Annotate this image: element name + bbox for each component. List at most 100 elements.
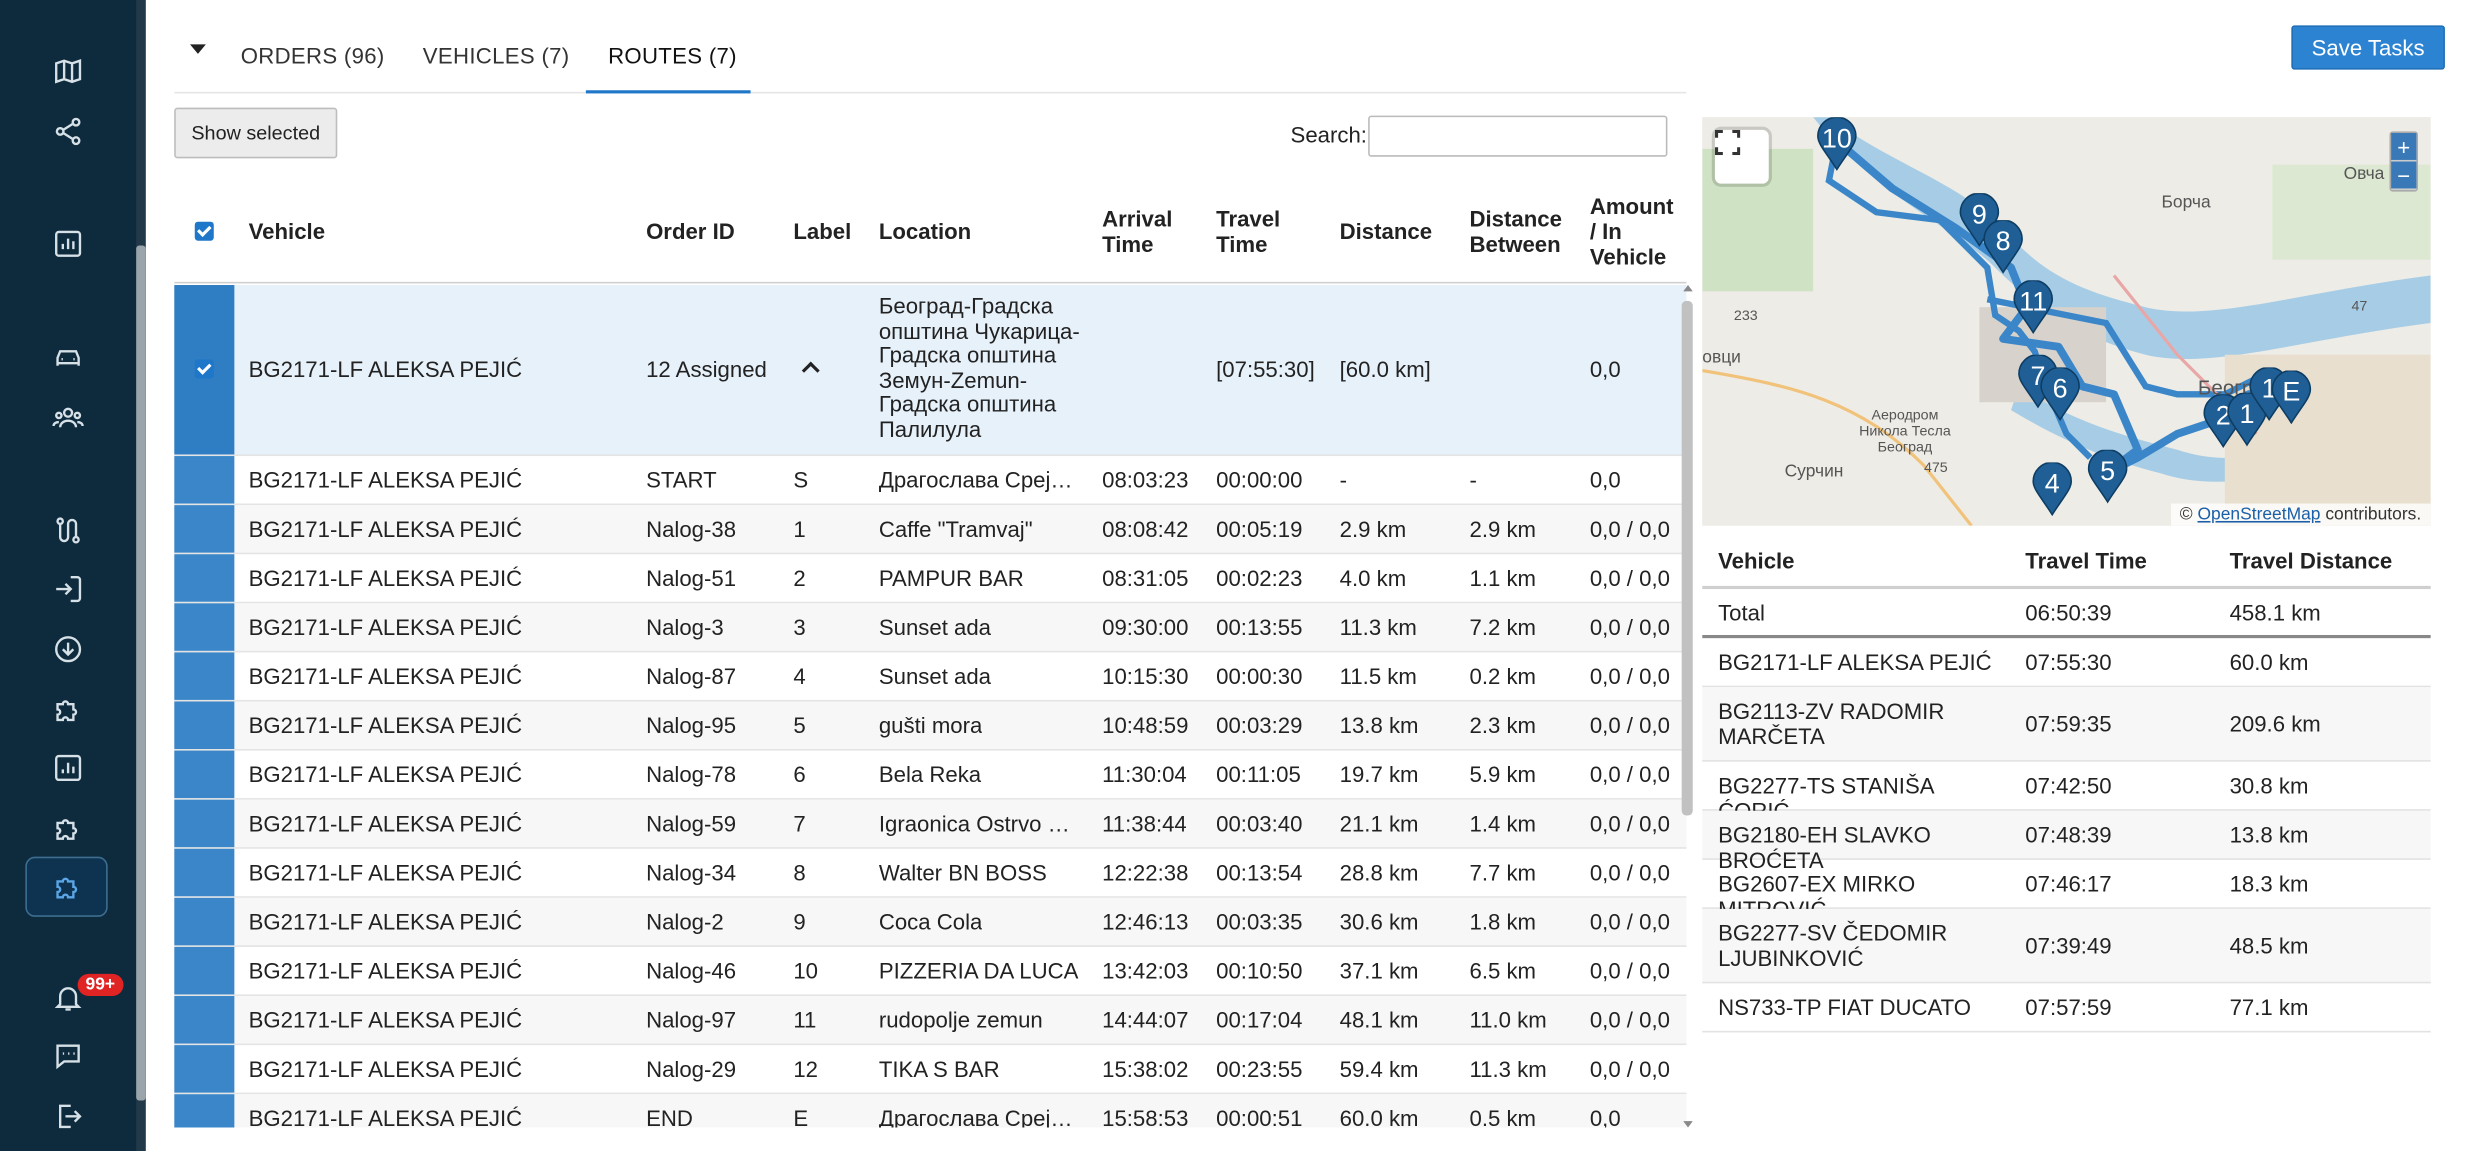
- row-select-cell[interactable]: [174, 996, 235, 1044]
- caret-down-icon[interactable]: [190, 44, 206, 54]
- map-marker[interactable]: 6: [2040, 367, 2081, 422]
- row-select-cell[interactable]: [174, 946, 235, 995]
- row-select-cell[interactable]: [174, 456, 235, 504]
- row-select-cell[interactable]: [174, 554, 235, 602]
- row-select-cell[interactable]: [174, 848, 235, 897]
- summary-row[interactable]: BG2180-EH SLAVKO BROĆETA 07:48:39 13.8 km: [1702, 810, 2431, 873]
- fullscreen-button[interactable]: [1714, 129, 1769, 184]
- search-input[interactable]: [1368, 115, 1668, 157]
- map-marker[interactable]: 8: [1983, 220, 2024, 274]
- row-select-cell[interactable]: [174, 799, 235, 848]
- table-scrollbar[interactable]: [1681, 285, 1695, 1128]
- summary-row[interactable]: BG2171-LF ALEKSA PEJIĆ 07:55:30 60.0 km: [1702, 638, 2431, 688]
- table-row[interactable]: BG2171-LF ALEKSA PEJIĆ Nalog-87 4 Sunset ad…: [174, 652, 1687, 702]
- map-marker[interactable]: 1: [2226, 392, 2267, 447]
- route-map[interactable]: Овча Борча Београд Аеродром Никола Тесла…: [1702, 117, 2431, 526]
- summary-col-vehicle[interactable]: Vehicle: [1718, 547, 1795, 574]
- sidebar-active-item[interactable]: [25, 856, 108, 917]
- logout-icon[interactable]: [51, 1099, 86, 1134]
- map-marker[interactable]: 11: [2013, 280, 2054, 335]
- map-marker[interactable]: 4: [2032, 462, 2073, 517]
- zoom-out-button[interactable]: −: [2391, 161, 2417, 191]
- table-row[interactable]: BG2171-LF ALEKSA PEJIĆ Nalog-78 6 Bela Reka…: [174, 750, 1687, 800]
- download-icon[interactable]: [51, 632, 86, 667]
- summary-vehicle: BG2171-LF ALEKSA PEJIĆ: [1718, 649, 1992, 675]
- table-row[interactable]: BG2171-LF ALEKSA PEJIĆ Nalog-51 2 PAMPUR BA…: [174, 554, 1687, 604]
- col-order-id[interactable]: Order ID: [646, 218, 735, 244]
- map-icon[interactable]: [51, 54, 86, 89]
- table-row[interactable]: BG2171-LF ALEKSA PEJIĆ Nalog-46 10 PIZZERIA…: [174, 946, 1687, 997]
- import-icon[interactable]: [51, 572, 86, 607]
- row-vehicle: BG2171-LF ALEKSA PEJIĆ: [248, 663, 523, 689]
- report-icon[interactable]: [51, 751, 86, 786]
- extension-icon[interactable]: [51, 811, 86, 846]
- car-icon[interactable]: [51, 340, 86, 375]
- chat-icon[interactable]: [51, 1039, 86, 1074]
- row-select-cell[interactable]: [174, 1094, 235, 1128]
- summary-col-travel-distance[interactable]: Travel Distance: [2229, 547, 2393, 574]
- table-row[interactable]: BG2171-LF ALEKSA PEJIĆ END E Драгослава Сре…: [174, 1094, 1687, 1128]
- summary-col-travel-time[interactable]: Travel Time: [2025, 547, 2147, 574]
- table-row[interactable]: BG2171-LF ALEKSA PEJIĆ START S Драгослава С…: [174, 456, 1687, 506]
- table-row[interactable]: BG2171-LF ALEKSA PEJIĆ Nalog-29 12 TIKA S B…: [174, 1045, 1687, 1095]
- row-select-cell[interactable]: [174, 505, 235, 553]
- row-order-id: END: [646, 1105, 693, 1128]
- col-distance-between[interactable]: Distance Between: [1469, 205, 1562, 257]
- table-scroll-thumb[interactable]: [1681, 300, 1693, 816]
- map-marker[interactable]: 5: [2087, 449, 2128, 504]
- map-marker[interactable]: 10: [1816, 117, 1857, 171]
- row-label: 7: [793, 810, 806, 837]
- col-arrival-time[interactable]: Arrival Time: [1102, 205, 1173, 257]
- row-vehicle: BG2171-LF ALEKSA PEJIĆ: [248, 761, 523, 787]
- show-selected-button[interactable]: Show selected: [174, 107, 338, 159]
- save-tasks-button[interactable]: Save Tasks: [2291, 25, 2445, 70]
- tab-routes[interactable]: ROUTES (7): [608, 42, 737, 69]
- row-vehicle: BG2171-LF ALEKSA PEJIĆ: [248, 614, 523, 640]
- col-travel-time[interactable]: Travel Time: [1216, 205, 1281, 257]
- row-order-id: Nalog-46: [646, 958, 737, 984]
- route-icon[interactable]: [51, 513, 86, 548]
- scroll-down-icon[interactable]: [1683, 1121, 1693, 1128]
- map-marker[interactable]: E: [2271, 370, 2312, 425]
- summary-row[interactable]: NS733-TP FIAT DUCATO 07:57:59 77.1 km: [1702, 983, 2431, 1033]
- summary-row[interactable]: BG2277-SV ČEDOMIR LJUBINKOVIĆ 07:39:49 48.…: [1702, 908, 2431, 984]
- collapse-chevron-icon[interactable]: [801, 361, 820, 380]
- tab-vehicles[interactable]: VEHICLES (7): [422, 42, 570, 69]
- puzzle-icon[interactable]: [51, 692, 86, 727]
- group-checkbox[interactable]: [194, 359, 214, 379]
- table-row[interactable]: BG2171-LF ALEKSA PEJIĆ Nalog-59 7 Igraonica…: [174, 799, 1687, 849]
- row-select-cell[interactable]: [174, 652, 235, 700]
- table-row[interactable]: BG2171-LF ALEKSA PEJIĆ Nalog-95 5 gušti mor…: [174, 701, 1687, 751]
- tab-orders[interactable]: ORDERS (96): [240, 42, 385, 69]
- table-row[interactable]: BG2171-LF ALEKSA PEJIĆ Nalog-97 11 rudopolj…: [174, 996, 1687, 1046]
- col-distance[interactable]: Distance: [1339, 218, 1433, 244]
- row-select-cell[interactable]: [174, 1045, 235, 1093]
- optimization-icon[interactable]: [51, 869, 86, 904]
- col-vehicle[interactable]: Vehicle: [248, 218, 326, 244]
- share-icon[interactable]: [51, 114, 86, 149]
- table-row[interactable]: BG2171-LF ALEKSA PEJIĆ Nalog-34 8 Walter BN…: [174, 848, 1687, 898]
- col-location[interactable]: Location: [878, 218, 972, 244]
- map-marker[interactable]: 9: [1959, 193, 2000, 247]
- row-select-cell[interactable]: [174, 750, 235, 799]
- group-row[interactable]: BG2171-LF ALEKSA PEJIĆ 12 Assigned Беогр…: [174, 285, 1687, 457]
- sidebar-scroll-thumb[interactable]: [136, 245, 146, 1101]
- users-icon[interactable]: [51, 401, 86, 436]
- summary-row[interactable]: BG2113-ZV RADOMIR MARČETA 07:59:35 209.6 k…: [1702, 687, 2431, 762]
- zoom-in-button[interactable]: +: [2391, 133, 2417, 162]
- select-all-checkbox[interactable]: [194, 221, 214, 241]
- col-amount[interactable]: Amount / In Vehicle: [1589, 193, 1674, 270]
- col-label[interactable]: Label: [793, 218, 852, 244]
- table-row[interactable]: BG2171-LF ALEKSA PEJIĆ Nalog-38 1 Caffe "Tr…: [174, 505, 1687, 555]
- row-select-cell[interactable]: [174, 897, 235, 946]
- row-select-cell[interactable]: [174, 701, 235, 749]
- bell-icon[interactable]: [51, 980, 86, 1015]
- openstreetmap-link[interactable]: OpenStreetMap: [2197, 505, 2321, 525]
- table-row[interactable]: BG2171-LF ALEKSA PEJIĆ Nalog-3 3 Sunset ada…: [174, 603, 1687, 653]
- chart-icon[interactable]: [51, 226, 86, 261]
- table-row[interactable]: BG2171-LF ALEKSA PEJIĆ Nalog-2 9 Coca Cola 1…: [174, 897, 1687, 947]
- scroll-up-icon[interactable]: [1683, 285, 1693, 292]
- row-select-cell[interactable]: [174, 603, 235, 651]
